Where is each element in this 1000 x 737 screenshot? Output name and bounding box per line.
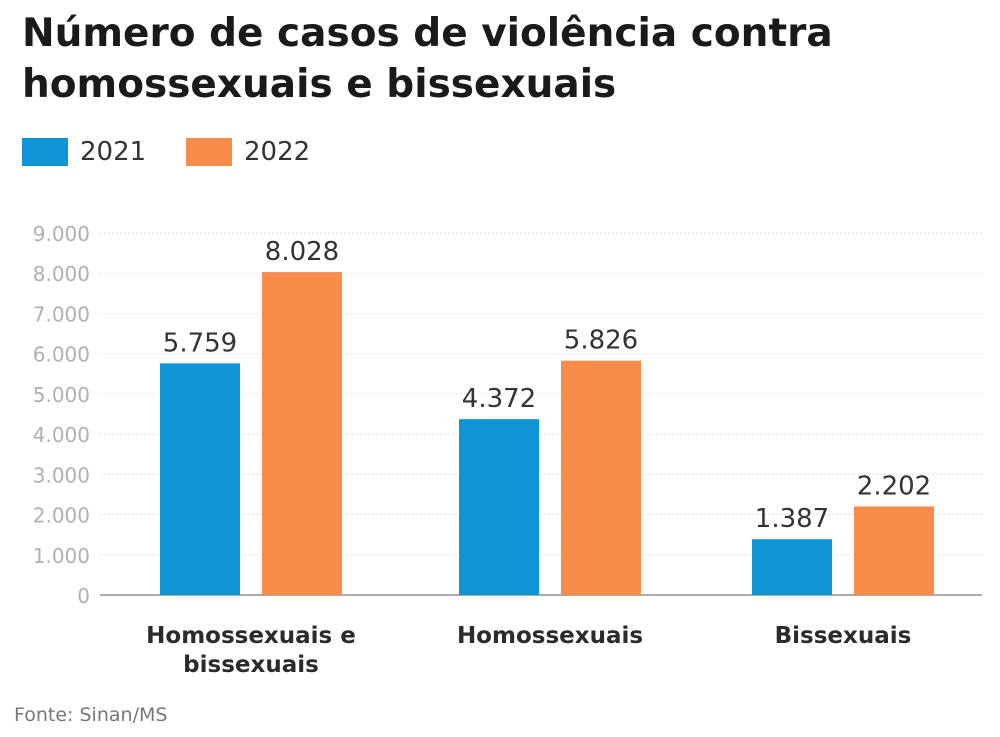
bar-2021-2 xyxy=(459,419,539,595)
legend-label-2022: 2022 xyxy=(244,137,311,167)
legend-swatch-2021 xyxy=(22,138,68,166)
data-label: 5.826 xyxy=(564,326,638,356)
legend-swatch-2022 xyxy=(186,138,232,166)
x-category-label: Homossexuais e xyxy=(146,623,356,649)
y-tick-label: 2.000 xyxy=(33,504,90,528)
bar-2022-2 xyxy=(561,360,641,595)
x-category-label: Homossexuais xyxy=(457,623,643,649)
y-tick-label: 6.000 xyxy=(33,343,90,367)
source-note: Fonte: Sinan/MS xyxy=(14,704,168,726)
data-label: 8.028 xyxy=(265,237,339,267)
y-tick-label: 8.000 xyxy=(33,262,90,286)
bar-2021-3 xyxy=(752,539,832,595)
data-label: 1.387 xyxy=(755,504,829,534)
y-tick-label: 0 xyxy=(77,584,90,608)
y-tick-label: 5.000 xyxy=(33,383,90,407)
legend-label-2021: 2021 xyxy=(80,137,147,167)
y-tick-label: 3.000 xyxy=(33,463,90,487)
x-category-label: bissexuais xyxy=(183,652,319,678)
y-tick-label: 4.000 xyxy=(33,423,90,447)
y-tick-label: 9.000 xyxy=(33,222,90,246)
bar-2022-1 xyxy=(262,272,342,595)
y-tick-label: 1.000 xyxy=(33,544,90,568)
chart-title: Número de casos de violência contra homo… xyxy=(22,11,833,107)
data-label: 5.759 xyxy=(163,328,237,358)
x-category-label: Bissexuais xyxy=(775,623,912,649)
bar-2021-1 xyxy=(160,363,240,595)
y-tick-label: 7.000 xyxy=(33,302,90,326)
data-label: 2.202 xyxy=(857,471,931,501)
data-label: 4.372 xyxy=(462,384,536,414)
bar-chart: 0 1.000 2.000 3.000 4.000 5.000 6.000 7.000 8.00… xyxy=(33,222,982,678)
bar-2022-3 xyxy=(854,506,934,595)
